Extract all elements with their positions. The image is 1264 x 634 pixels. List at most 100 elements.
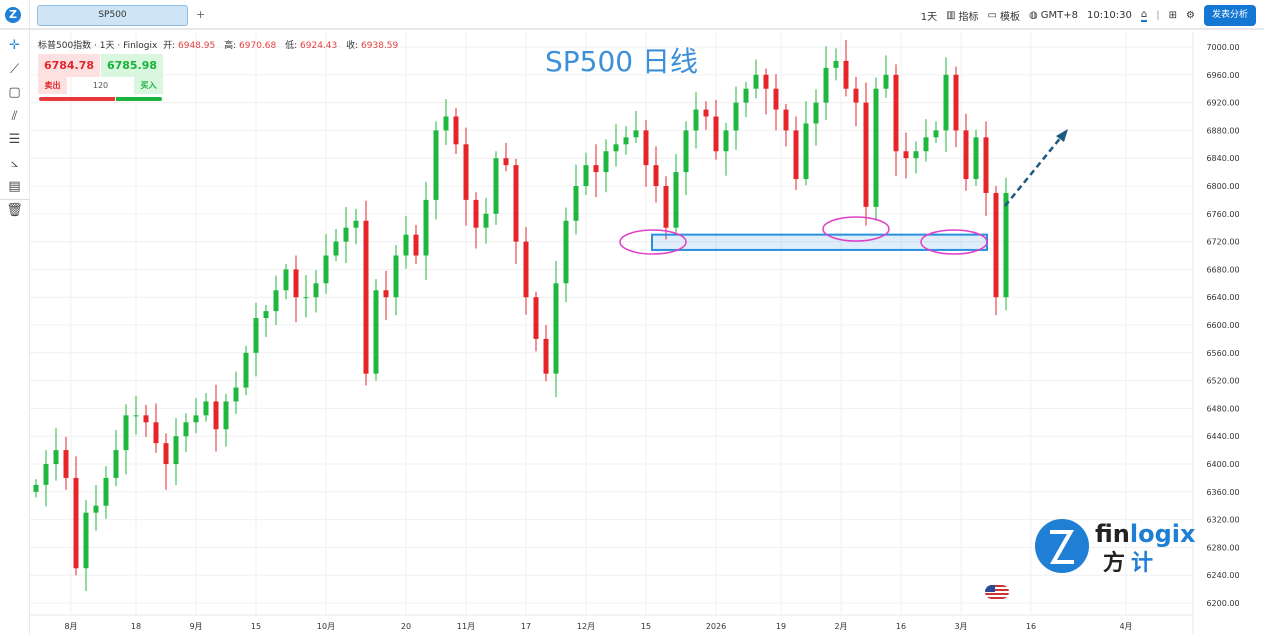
finlogix-watermark: finlogix 方计	[1035, 519, 1196, 576]
candle-body	[213, 401, 219, 430]
buy-button[interactable]: 买入	[134, 77, 163, 94]
candle-body	[583, 165, 589, 186]
highlight-ellipse	[920, 229, 988, 255]
x-tick-label: 8月	[64, 622, 77, 631]
candle-body	[263, 311, 269, 319]
candle-body	[833, 60, 839, 68]
divider: |	[1156, 10, 1160, 21]
candle-body	[373, 290, 379, 374]
high-value: 6970.68	[239, 41, 277, 51]
candle-body	[393, 255, 399, 298]
candle-body	[933, 130, 939, 138]
candle-body	[163, 443, 169, 464]
candle-body	[473, 199, 479, 228]
y-tick-label: 6560.00	[1206, 349, 1239, 358]
candle-body	[693, 109, 699, 131]
svg-text:finlogix: finlogix	[1095, 520, 1196, 548]
candle-body	[433, 130, 439, 200]
x-tick-label: 11月	[457, 622, 475, 631]
close-label: 收:	[346, 41, 359, 51]
candle-body	[313, 283, 319, 298]
candle-body	[223, 401, 229, 430]
candle-body	[353, 220, 359, 228]
candle-body	[763, 74, 769, 89]
sell-ratio-bar	[39, 97, 115, 101]
candle-body	[253, 318, 259, 353]
interval-button[interactable]: 1天	[920, 12, 938, 23]
candle-body	[283, 269, 289, 291]
candle-body	[93, 505, 99, 513]
candle-body	[363, 220, 369, 374]
candle-body	[543, 338, 549, 374]
y-tick-label: 6880.00	[1206, 126, 1239, 135]
candle-body	[673, 172, 679, 228]
candle-body	[723, 130, 729, 152]
y-tick-label: 6480.00	[1206, 404, 1239, 413]
y-tick-label: 6360.00	[1206, 488, 1239, 497]
x-tick-label: 20	[401, 622, 411, 631]
candle-body	[143, 415, 149, 423]
candle-body	[203, 401, 209, 416]
gann-fan-icon[interactable]: ⦣	[10, 155, 19, 171]
buy-price[interactable]: 6785.98	[101, 54, 163, 77]
candle-body	[243, 352, 249, 388]
sell-button[interactable]: 卖出	[38, 77, 67, 94]
settings-gear-icon[interactable]: ⚙	[1186, 10, 1195, 21]
tab-sp500[interactable]: SP500	[37, 5, 188, 26]
template-icon: ▭	[987, 10, 997, 21]
trash-icon[interactable]: 🗑	[0, 198, 29, 223]
y-tick-label: 6720.00	[1206, 238, 1239, 247]
candle-body	[33, 484, 39, 492]
highlight-ellipse	[822, 216, 890, 242]
candle-body	[813, 102, 819, 124]
x-tick-label: 4月	[1119, 622, 1132, 631]
quantity-input[interactable]: 120	[92, 81, 109, 90]
candle-body	[733, 102, 739, 131]
sell-price[interactable]: 6784.78	[38, 54, 100, 77]
publish-analysis-button[interactable]: 发表分析	[1203, 5, 1256, 26]
x-tick-label: 19	[776, 622, 786, 631]
indicators-label: 指标	[958, 12, 979, 23]
y-tick-label: 6200.00	[1206, 599, 1239, 608]
candle-body	[843, 60, 849, 89]
templates-button[interactable]: ▭ 模板	[988, 8, 1020, 23]
crosshair-icon[interactable]: ✛	[9, 38, 20, 54]
candle-body	[103, 477, 109, 506]
y-tick-label: 6760.00	[1206, 210, 1239, 219]
candle-body	[153, 422, 159, 444]
candle-body	[193, 415, 199, 423]
candle-body	[533, 297, 539, 339]
x-tick-label: 10月	[317, 622, 335, 631]
candle-body	[573, 186, 579, 221]
text-note-icon[interactable]: ▤	[8, 179, 21, 195]
candle-body	[633, 130, 639, 138]
candle-body	[503, 158, 509, 166]
low-value: 6924.43	[300, 41, 338, 51]
y-tick-label: 6840.00	[1206, 154, 1239, 163]
y-tick-label: 6520.00	[1206, 377, 1239, 386]
add-tab-button[interactable]: +	[196, 8, 206, 21]
x-tick-label: 12月	[577, 622, 595, 631]
candle-body	[893, 74, 899, 152]
candle-body	[173, 436, 179, 464]
fib-retracement-icon[interactable]: ☰	[8, 132, 21, 148]
timezone-button[interactable]: ◍ GMT+8	[1029, 10, 1078, 21]
x-tick-label: 9月	[189, 622, 202, 631]
support-zone-rectangle	[651, 233, 988, 251]
indicators-button[interactable]: ▥ 指标	[946, 8, 978, 23]
candle-body	[383, 290, 389, 298]
candle-body	[943, 74, 949, 131]
candle-body	[603, 151, 609, 173]
toolbar-divider	[29, 0, 30, 634]
layout-grid-icon[interactable]: ⊞	[1168, 10, 1178, 21]
candlestick-chart[interactable]: 7000.00 6960.00 6920.00 6880.00 6840.00 6800.…	[30, 32, 1264, 634]
candle-body	[653, 165, 659, 186]
rectangle-icon[interactable]: ▢	[8, 85, 21, 101]
trend-line-icon[interactable]: ⟋	[9, 61, 20, 77]
parallel-channel-icon[interactable]: ⫽	[11, 108, 18, 124]
candle-body	[823, 67, 829, 103]
y-tick-label: 6800.00	[1206, 182, 1239, 191]
candle-body	[873, 88, 879, 207]
candle-body	[803, 123, 809, 180]
snapshot-icon[interactable]: ⌂	[1140, 9, 1148, 22]
